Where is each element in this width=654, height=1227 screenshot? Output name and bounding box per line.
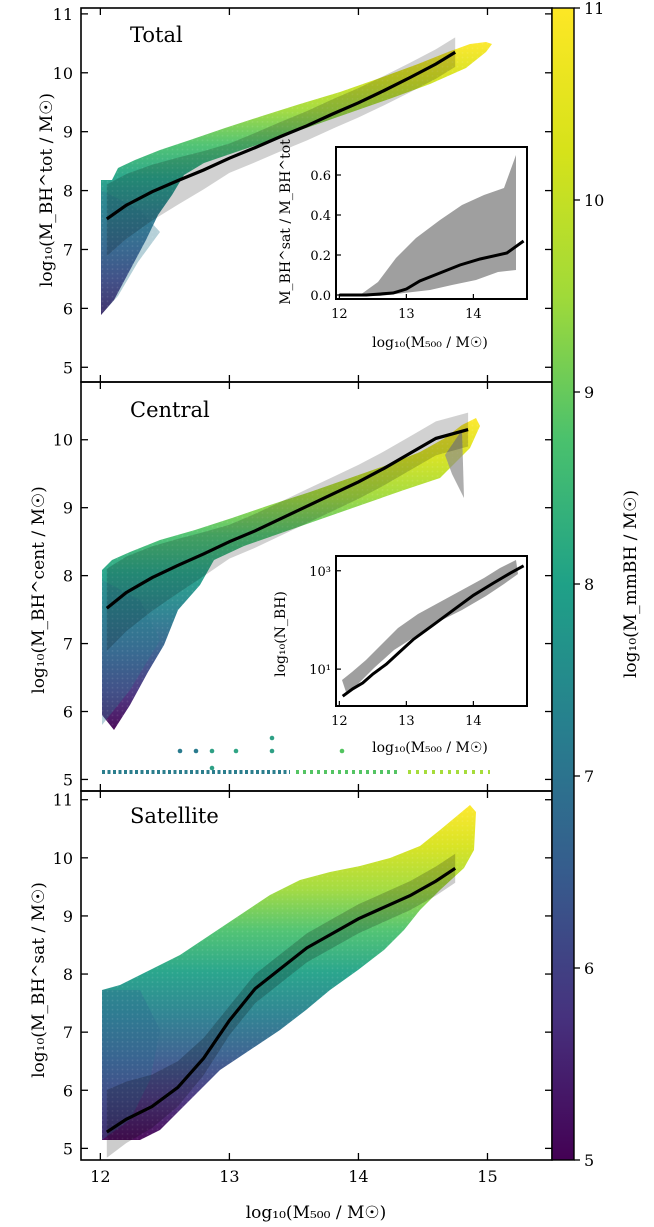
y-tick-label-satellite: 5 (63, 1139, 73, 1158)
x-ticks-satellite: 12 13 14 15 (90, 791, 498, 1186)
y-tick-label-central: 8 (63, 567, 73, 586)
y-tick-label-satellite: 7 (63, 1023, 73, 1042)
colorbar-gradient (551, 7, 575, 1161)
y-axis-label-central: log₁₀(M_BH^cent / M☉) (29, 486, 49, 693)
y-tick-label-total: 6 (63, 299, 73, 318)
x-tick-label: 12 (90, 1167, 110, 1186)
panel-title-satellite: Satellite (130, 804, 219, 828)
y-tick-label-central: 9 (63, 499, 73, 518)
y-tick-label-satellite: 10 (53, 849, 73, 868)
inset-y-tick-label-total: 0.2 (310, 249, 331, 264)
median-line-central (105, 428, 469, 610)
inset-x-ticks-total: 12 13 14 (331, 294, 482, 322)
y-ticks-central: 5 6 7 8 9 10 (53, 431, 552, 789)
inset-x-ticks-central: 12 13 14 (331, 701, 482, 729)
colorbar: 5 6 7 8 9 10 11 log₁₀(M_mmBH / M☉) (551, 0, 641, 1170)
y-tick-label-total: 8 (63, 182, 73, 201)
inset-y-ticks-total: 0.0 0.2 0.4 0.6 (310, 169, 341, 304)
colorbar-label: log₁₀(M_mmBH / M☉) (621, 490, 641, 678)
panel-title-total: Total (130, 23, 183, 47)
y-tick-label-total: 11 (53, 5, 73, 24)
colorbar-ticks: 5 6 7 8 9 10 11 (574, 0, 604, 1170)
inset-y-tick-label-total: 0.4 (310, 209, 331, 224)
inset-median-line-central (341, 564, 525, 698)
panel-title-central: Central (130, 398, 210, 422)
panel-satellite: 5 6 7 8 9 10 11 12 13 14 15 Satellite log₁₀(M_BH^… (29, 790, 553, 1186)
inset-x-axis-label-total: log₁₀(M₅₀₀ / M☉) (372, 335, 488, 351)
y-ticks-satellite: 5 6 7 8 9 10 11 (53, 791, 552, 1158)
inset-y-axis-label-central: log₁₀(N_BH) (273, 591, 289, 677)
hexbin-satellite (81, 791, 552, 1160)
inset-central: 12 13 14 10¹ 10³ log₁₀(M₅₀₀ / M☉) log₁₀(N_B… (273, 555, 528, 756)
y-axis-label-satellite: log₁₀(M_BH^sat / M☉) (29, 882, 49, 1078)
inset-x-axis-label-central: log₁₀(M₅₀₀ / M☉) (372, 740, 488, 756)
y-tick-label-central: 6 (63, 703, 73, 722)
y-tick-label-total: 10 (53, 64, 73, 83)
floor-points-central (102, 735, 490, 774)
inset-y-tick-label-central: 10¹ (309, 663, 331, 678)
panel-central: 5 6 7 8 9 10 Central log₁₀(M_BH^cent / M☉) 12… (29, 381, 553, 792)
colorbar-tick-label: 6 (584, 959, 594, 978)
colorbar-tick-label: 8 (584, 575, 594, 594)
inset-y-tick-label-total: 0.6 (310, 169, 331, 184)
hexbin-texture-satellite (81, 791, 552, 1160)
colorbar-tick-label: 5 (584, 1151, 594, 1170)
y-tick-label-total: 5 (63, 358, 73, 377)
inset-total: 12 13 14 0.0 0.2 0.4 0.6 log₁₀(M₅₀₀ / M☉) M_B… (278, 139, 528, 351)
inset-x-tick-label-total: 14 (465, 307, 482, 322)
x-ticks-total (99, 8, 489, 382)
inset-x-tick-label-central: 13 (398, 714, 415, 729)
inset-y-ticks-central: 10¹ 10³ (309, 565, 341, 678)
x-ticks-central (99, 382, 489, 791)
y-tick-label-central: 5 (63, 770, 73, 789)
y-ticks-total: 5 6 7 8 9 10 11 (53, 5, 552, 377)
x-tick-label: 14 (348, 1167, 368, 1186)
inset-y-tick-label-central: 10³ (309, 565, 331, 580)
colorbar-tick-label: 7 (584, 767, 594, 786)
scatter-band-satellite (106, 853, 456, 1158)
x-axis-label: log₁₀(M₅₀₀ / M☉) (246, 1203, 386, 1223)
y-tick-label-central: 7 (63, 635, 73, 654)
colorbar-tick-label: 9 (584, 383, 594, 402)
x-tick-label: 13 (219, 1167, 239, 1186)
inset-y-axis-label-total: M_BH^sat / M_BH^tot (278, 139, 294, 305)
inset-x-tick-label-total: 12 (331, 307, 348, 322)
median-line-satellite (105, 866, 457, 1134)
y-tick-label-central: 10 (53, 431, 73, 450)
median-line-total (105, 50, 457, 221)
y-axis-label-total: log₁₀(M_BH^tot / M☉) (37, 93, 57, 287)
colorbar-tick-label: 11 (584, 0, 604, 18)
colorbar-tick-label: 10 (584, 191, 604, 210)
y-tick-label-total: 9 (63, 123, 73, 142)
inset-x-tick-label-total: 13 (398, 307, 415, 322)
y-tick-label-satellite: 9 (63, 907, 73, 926)
scatter-band-total (106, 37, 456, 257)
inset-x-tick-label-central: 14 (465, 714, 482, 729)
y-tick-label-satellite: 11 (53, 791, 73, 810)
y-tick-label-satellite: 8 (63, 965, 73, 984)
y-tick-label-satellite: 6 (63, 1081, 73, 1100)
central-tail-band (445, 430, 464, 498)
x-tick-label: 15 (477, 1167, 497, 1186)
inset-median-line-total (339, 239, 525, 297)
y-tick-label-total: 7 (63, 240, 73, 259)
inset-x-tick-label-central: 12 (331, 714, 348, 729)
inset-y-tick-label-total: 0.0 (310, 289, 331, 304)
